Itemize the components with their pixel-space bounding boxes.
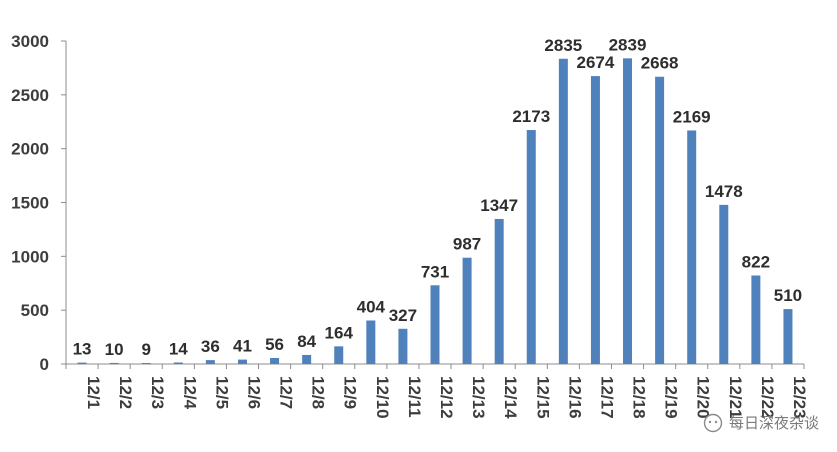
data-label: 9 — [141, 340, 150, 359]
x-tick-label: 12/12 — [437, 376, 456, 419]
bar — [270, 357, 280, 364]
data-label: 1478 — [705, 182, 743, 201]
x-tick-label: 12/14 — [501, 376, 520, 419]
x-tick-label: 12/18 — [630, 376, 649, 419]
x-tick-label: 12/10 — [373, 376, 392, 419]
x-tick-label: 12/15 — [533, 376, 552, 419]
data-label: 2674 — [577, 53, 615, 72]
y-tick-label: 1000 — [11, 247, 49, 266]
y-tick-label: 3000 — [11, 32, 49, 51]
x-tick-label: 12/8 — [309, 376, 328, 409]
x-tick-label: 12/13 — [469, 376, 488, 419]
y-tick-label: 500 — [21, 301, 49, 320]
bar — [655, 76, 665, 364]
bar — [783, 309, 793, 364]
bar — [398, 328, 408, 364]
x-tick-label: 12/19 — [662, 376, 681, 419]
data-label: 1347 — [480, 196, 518, 215]
x-tick-label: 12/17 — [597, 376, 616, 419]
watermark-text: 每日深夜杂谈 — [728, 414, 819, 432]
bar — [237, 359, 247, 364]
data-label: 510 — [774, 286, 802, 305]
data-label: 2173 — [512, 107, 550, 126]
data-label: 14 — [169, 339, 188, 358]
data-label: 327 — [389, 306, 417, 325]
x-tick-label: 12/7 — [277, 376, 296, 409]
bar — [430, 285, 440, 364]
y-tick-label: 2500 — [11, 86, 49, 105]
y-tick-label: 0 — [40, 355, 49, 374]
x-tick-label: 12/11 — [405, 376, 424, 418]
data-label: 2169 — [673, 107, 711, 126]
data-label: 731 — [421, 262, 449, 281]
x-tick-label: 12/4 — [180, 376, 199, 410]
data-label: 10 — [105, 340, 124, 359]
bar — [141, 363, 151, 364]
x-tick-label: 12/3 — [148, 376, 167, 409]
watermark: 每日深夜杂谈 — [703, 412, 819, 433]
x-tick-label: 12/5 — [212, 376, 231, 409]
data-label: 987 — [453, 235, 481, 254]
x-tick-label: 12/1 — [84, 376, 103, 409]
data-label: 2839 — [609, 35, 647, 54]
bar — [77, 362, 87, 364]
bar — [751, 275, 761, 364]
x-tick-label: 12/21 — [726, 376, 745, 419]
x-tick-label: 12/16 — [565, 376, 584, 419]
data-label: 404 — [357, 298, 386, 317]
data-label: 36 — [201, 337, 220, 356]
x-tick-label: 12/22 — [758, 376, 777, 419]
bar — [687, 130, 697, 364]
x-tick-label: 12/20 — [694, 376, 713, 419]
bar — [109, 362, 119, 364]
y-tick-label: 1500 — [11, 194, 49, 213]
bar — [558, 58, 568, 364]
bar — [302, 354, 312, 364]
x-tick-label: 12/2 — [116, 376, 135, 409]
bar — [494, 218, 504, 364]
data-label: 13 — [73, 340, 92, 359]
bar — [526, 130, 536, 364]
data-label: 164 — [325, 323, 354, 342]
bar — [719, 204, 729, 364]
x-tick-label: 12/9 — [341, 376, 360, 409]
bar — [623, 58, 633, 365]
data-label: 41 — [233, 337, 252, 356]
bar — [462, 257, 472, 364]
data-label: 2835 — [544, 36, 582, 55]
bar — [334, 346, 344, 364]
bar — [205, 360, 215, 364]
wechat-bubble-icon — [703, 413, 723, 432]
bar — [366, 320, 376, 364]
y-tick-label: 2000 — [11, 140, 49, 159]
data-label: 2668 — [641, 54, 679, 73]
x-tick-label: 12/6 — [244, 376, 263, 409]
x-tick-label: 12/23 — [790, 376, 809, 419]
data-label: 56 — [265, 335, 284, 354]
data-label: 84 — [297, 332, 316, 351]
bar — [173, 362, 183, 364]
data-label: 822 — [742, 252, 770, 271]
bar — [590, 76, 600, 364]
